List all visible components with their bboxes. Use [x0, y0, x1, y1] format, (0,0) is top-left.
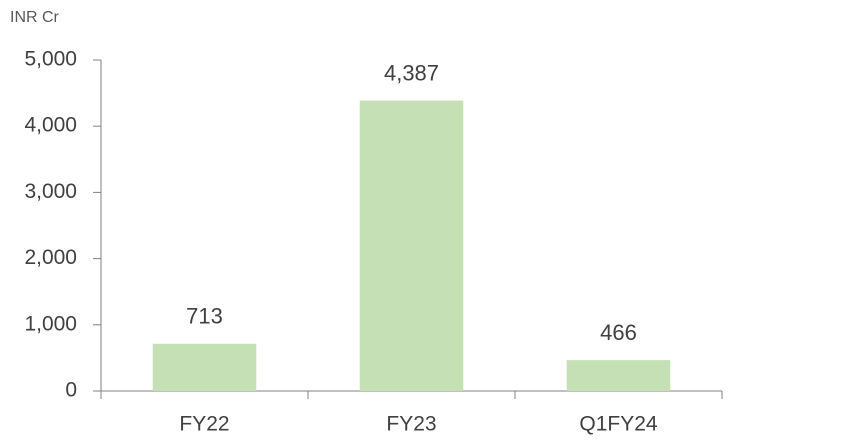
y-tick-label: 2,000 — [24, 246, 77, 269]
y-tick-label: 0 — [65, 379, 77, 402]
x-tick-label: FY22 — [179, 413, 229, 436]
bar — [566, 360, 671, 391]
y-tick-label: 1,000 — [24, 312, 77, 335]
bar — [359, 100, 464, 391]
bar — [152, 343, 257, 391]
y-tick-label: 4,000 — [24, 114, 77, 137]
value-label: 713 — [186, 304, 223, 329]
value-label: 466 — [600, 320, 637, 345]
x-tick-label: Q1FY24 — [579, 413, 658, 436]
x-tick-label: FY23 — [386, 413, 436, 436]
value-label: 4,387 — [384, 60, 439, 85]
y-axis-label: INR Cr — [10, 9, 60, 26]
y-tick-label: 5,000 — [24, 48, 77, 71]
y-tick-label: 3,000 — [24, 180, 77, 203]
